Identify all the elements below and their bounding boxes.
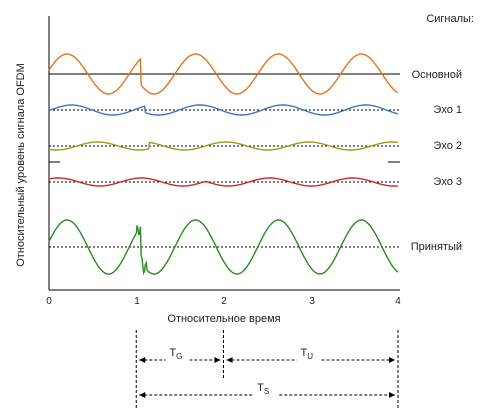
interval-label-bg [165,346,190,362]
series-label: Эхо 3 [433,176,462,188]
interval-label-bg [296,346,321,362]
series-line [48,53,399,95]
series-label: Эхо 2 [433,140,462,152]
x-tick-label: 0 [46,296,52,307]
series-1: Эхо 1 [48,104,462,116]
series-label: Эхо 1 [433,104,462,116]
series-line [48,104,399,116]
y-axis-title: Относительный уровень сигнала OFDM [15,63,27,267]
series-0: Основной [48,53,462,95]
series-label: Основной [412,69,462,81]
series-2: Эхо 2 [48,140,462,152]
series-layer: Основной Эхо 1 Эхо 2 Эхо 3 Принятый [48,53,462,276]
x-tick-label: 2 [221,296,227,307]
x-tick-label: 1 [134,296,140,307]
arrow-head [389,392,395,398]
series-line [48,219,399,276]
x-tick-label: 4 [395,296,401,307]
series-4: Принятый [48,219,462,276]
interval-label-bg [253,381,278,397]
arrow-head [139,392,146,398]
x-tick-label: 3 [309,296,315,307]
x-axis-title: Относительное время [167,313,280,325]
series-line [48,141,399,151]
series-3: Эхо 3 [48,176,462,188]
series-line [48,177,399,187]
arrow-head [389,357,395,363]
arrow-head [214,357,221,363]
series-label: Принятый [411,241,462,253]
legend-title: Сигналы: [426,13,474,25]
arrow-head [139,357,146,363]
arrow-head [226,357,233,363]
